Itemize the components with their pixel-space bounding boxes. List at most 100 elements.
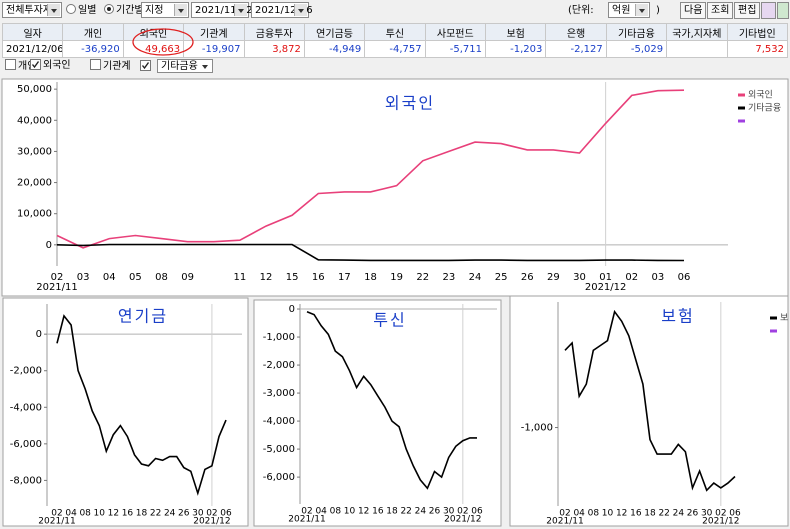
legend-swatch bbox=[770, 329, 777, 333]
checkbox[interactable]: 외국인 bbox=[30, 59, 71, 73]
checkbox-box bbox=[140, 60, 151, 71]
search-button[interactable]: 조회 bbox=[707, 2, 734, 19]
edit-button[interactable]: 편집 bbox=[734, 2, 761, 19]
date: 2021/11/02 bbox=[195, 5, 253, 16]
period-label: 2021/12 bbox=[444, 515, 481, 525]
y-tick-label: -5,000 bbox=[263, 444, 295, 455]
x-tick-label: 03 bbox=[77, 272, 90, 283]
header-cell: 일자 bbox=[1, 23, 64, 41]
x-tick-label: 30 bbox=[573, 272, 586, 283]
checkbox-label: 기관계 bbox=[103, 61, 131, 72]
x-tick-label: 22 bbox=[658, 509, 669, 519]
range-select[interactable]: 지정 bbox=[141, 2, 189, 18]
checkbox-label: 개인 bbox=[18, 61, 37, 72]
x-tick-label: 06 bbox=[678, 272, 691, 283]
x-tick-label: 22 bbox=[400, 507, 411, 517]
y-tick-label: -2,000 bbox=[10, 366, 42, 377]
y-tick-label: 0 bbox=[46, 240, 52, 251]
radio-period[interactable]: 기간별 bbox=[104, 3, 144, 19]
legend-swatch bbox=[738, 93, 745, 97]
y-tick-label: 0 bbox=[289, 304, 295, 315]
period-label: 2021/12 bbox=[585, 282, 627, 293]
y-tick-label: -8,000 bbox=[10, 475, 42, 486]
x-tick-label: 25 bbox=[495, 272, 508, 283]
x-tick-label: 02 bbox=[457, 507, 468, 517]
x-tick-label: 06 bbox=[471, 507, 483, 517]
x-tick-label: 10 bbox=[602, 509, 614, 519]
next-button[interactable]: 다음 bbox=[680, 2, 707, 19]
x-tick-label: 08 bbox=[588, 509, 600, 519]
unit-suffix: ) bbox=[656, 5, 660, 16]
series-line bbox=[564, 309, 736, 492]
x-tick-label: 18 bbox=[136, 509, 148, 519]
period-label: 2021/11 bbox=[36, 282, 78, 293]
start-date[interactable]: 2021/11/02 bbox=[191, 2, 253, 18]
y-tick-label: 30,000 bbox=[17, 146, 52, 157]
cell: 7,532 bbox=[726, 40, 788, 58]
y-tick-label: -6,000 bbox=[10, 439, 42, 450]
check-mark bbox=[141, 62, 150, 70]
y-tick-label: 40,000 bbox=[17, 115, 52, 126]
investor-select[interactable]: 전체투자자 bbox=[2, 2, 62, 18]
x-tick-label: 12 bbox=[358, 507, 369, 517]
unit: 억원 bbox=[612, 5, 631, 16]
data-row: 2021/12/06 -36,920 49,663 -19,907 3,872 -4,94… bbox=[1, 40, 788, 58]
legend-swatch bbox=[738, 119, 745, 123]
x-tick-label: 29 bbox=[547, 272, 560, 283]
header-cell: 은행 bbox=[545, 23, 607, 41]
legend-swatch bbox=[738, 106, 745, 110]
series-line bbox=[56, 243, 685, 262]
radio-label: 기간별 bbox=[116, 5, 144, 16]
x-tick-label: 22 bbox=[150, 509, 161, 519]
legend-swatch bbox=[770, 316, 777, 320]
x-tick-label: 24 bbox=[415, 507, 427, 517]
checkbox-box bbox=[90, 59, 101, 70]
radio-label: 일별 bbox=[78, 5, 97, 16]
x-tick-label: 19 bbox=[390, 272, 403, 283]
x-tick-label: 17 bbox=[338, 272, 351, 283]
cell: 3,872 bbox=[243, 40, 305, 58]
check-mark bbox=[31, 61, 40, 69]
series-select[interactable]: 기타금융 bbox=[157, 59, 213, 73]
period-label: 2021/12 bbox=[193, 517, 230, 527]
x-tick-label: 15 bbox=[286, 272, 299, 283]
x-tick-label: 08 bbox=[330, 507, 342, 517]
x-tick-label: 23 bbox=[443, 272, 456, 283]
checkbox-label: 기타금융 bbox=[161, 61, 198, 72]
y-tick-label: -4,000 bbox=[10, 402, 42, 413]
end-date[interactable]: 2021/12/06 bbox=[251, 2, 313, 18]
y-tick-label: -6,000 bbox=[263, 472, 295, 483]
x-tick-label: 16 bbox=[122, 509, 134, 519]
y-tick-label: 20,000 bbox=[17, 178, 52, 189]
x-tick-label: 02 bbox=[51, 509, 62, 519]
radio bbox=[66, 4, 76, 14]
x-tick-label: 01 bbox=[599, 272, 612, 283]
header-cell: 기관계 bbox=[183, 23, 245, 41]
legend-label: 보 bbox=[780, 313, 788, 324]
period-label: 2021/12 bbox=[702, 517, 739, 527]
x-tick-label: 12 bbox=[108, 509, 119, 519]
x-tick-label: 02 bbox=[206, 509, 217, 519]
unit-select[interactable]: 억원 bbox=[608, 2, 650, 18]
cell bbox=[666, 40, 728, 58]
checkbox[interactable]: 기관계 bbox=[90, 59, 131, 74]
x-tick-label: 02 bbox=[301, 507, 312, 517]
excel-icon[interactable] bbox=[777, 2, 789, 19]
chart-title: 투신 bbox=[373, 312, 406, 330]
x-tick-label: 24 bbox=[164, 509, 176, 519]
x-tick-label: 18 bbox=[644, 509, 656, 519]
x-tick-label: 16 bbox=[630, 509, 642, 519]
investor: 전체투자자 bbox=[6, 5, 52, 16]
x-tick-label: 22 bbox=[416, 272, 429, 283]
x-tick-label: 06 bbox=[729, 509, 741, 519]
chart-title: 보험 bbox=[661, 308, 694, 326]
checkbox[interactable]: 개인 bbox=[5, 59, 36, 74]
period-label: 2021/11 bbox=[38, 517, 75, 527]
chart-icon[interactable] bbox=[761, 2, 776, 19]
x-tick-label: 04 bbox=[573, 509, 585, 519]
x-tick-label: 30 bbox=[443, 507, 455, 517]
radio-daily[interactable]: 일별 bbox=[66, 3, 96, 19]
checkbox[interactable]: 기타금융 bbox=[140, 59, 213, 74]
header-cell: 기타금융 bbox=[605, 23, 668, 41]
